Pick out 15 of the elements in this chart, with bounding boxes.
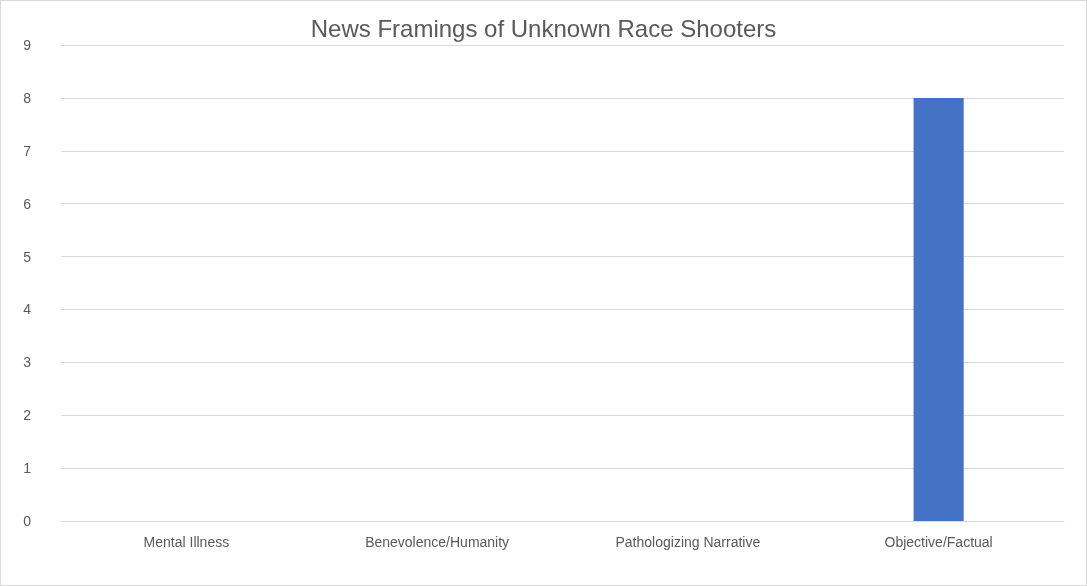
y-tick-label: 1 bbox=[23, 460, 32, 477]
y-tick-label: 7 bbox=[23, 142, 32, 159]
y-tick-label: 5 bbox=[23, 248, 32, 265]
x-tick-label: Objective/Factual bbox=[884, 534, 993, 550]
y-tick-label: 9 bbox=[23, 37, 32, 53]
x-tick-label: Mental Illness bbox=[143, 534, 230, 550]
y-tick-label: 0 bbox=[23, 513, 32, 529]
y-tick-label: 4 bbox=[23, 301, 32, 318]
x-tick-label: Benevolence/Humanity bbox=[365, 534, 510, 550]
y-tick-label: 3 bbox=[23, 354, 32, 371]
chart-title: News Framings of Unknown Race Shooters bbox=[310, 14, 777, 42]
y-tick-label: 2 bbox=[23, 407, 32, 424]
x-tick-label: Pathologizing Narrative bbox=[615, 534, 761, 550]
y-tick-label: 8 bbox=[23, 89, 32, 106]
y-tick-label: 6 bbox=[23, 195, 32, 212]
